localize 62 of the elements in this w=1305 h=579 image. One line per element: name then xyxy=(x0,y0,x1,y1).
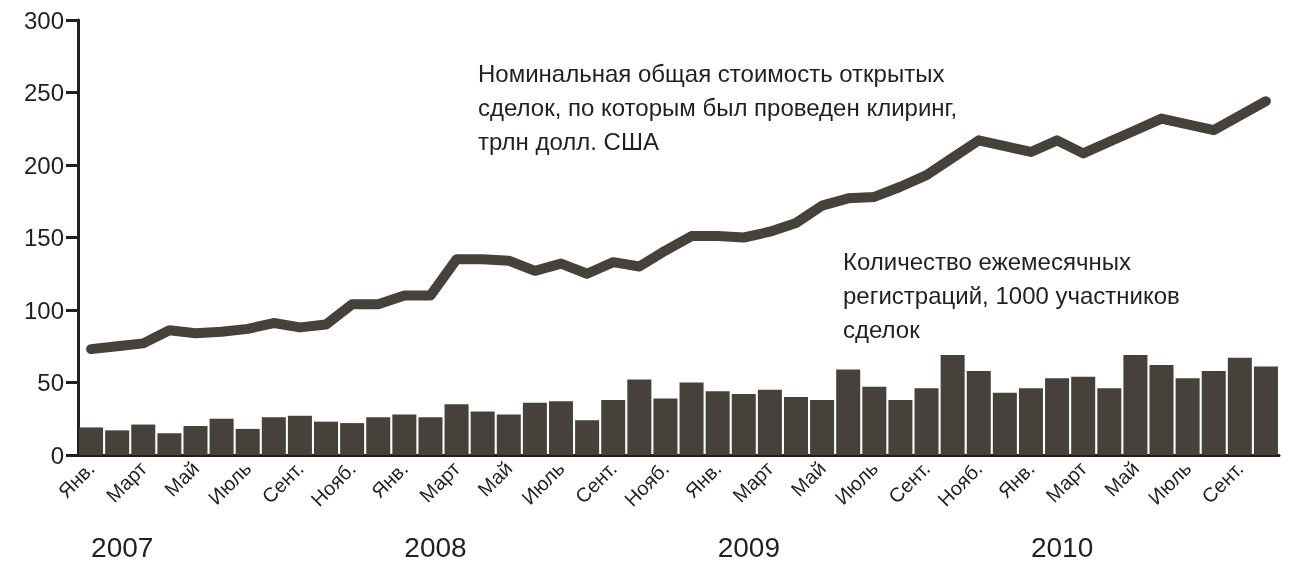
bar xyxy=(340,423,365,455)
bar xyxy=(1175,378,1200,455)
bar xyxy=(575,420,600,455)
bar xyxy=(601,399,626,455)
bar xyxy=(522,402,547,455)
bar xyxy=(470,411,495,455)
bar xyxy=(1227,357,1252,455)
bar xyxy=(314,421,339,455)
y-tick-label: 300 xyxy=(23,6,64,34)
bar xyxy=(1149,365,1174,455)
bar xyxy=(653,398,678,455)
bar xyxy=(209,418,234,455)
bar xyxy=(940,354,965,455)
bar xyxy=(1045,378,1070,455)
x-tick-label: Янв. xyxy=(367,457,413,503)
bar xyxy=(888,399,913,455)
bar xyxy=(836,369,861,455)
series-label: Номинальная общая стоимость открытых сделок, по которым был проведен клиринг, трлн долл. США xyxy=(478,59,958,155)
y-tick-label: 0 xyxy=(50,441,64,469)
bar xyxy=(1253,366,1278,455)
bar xyxy=(783,397,808,455)
bar xyxy=(679,382,704,455)
bar xyxy=(105,430,130,455)
bar xyxy=(1018,388,1043,455)
y-tick-label: 100 xyxy=(23,296,64,324)
bar xyxy=(79,427,104,455)
y-tick-label: 250 xyxy=(23,79,64,106)
bar xyxy=(1123,354,1148,455)
bar xyxy=(1097,388,1122,455)
text: 2010 xyxy=(1030,531,1094,563)
bar xyxy=(183,426,208,455)
bar xyxy=(914,388,939,455)
series-label: Количество ежемесячных регистраций, 1000 участников сделок xyxy=(843,247,1180,343)
bar xyxy=(131,424,156,455)
bar xyxy=(1071,376,1096,455)
bar xyxy=(757,389,782,455)
bar xyxy=(731,394,756,455)
bar xyxy=(235,428,260,455)
bar xyxy=(966,370,991,455)
text: 2008 xyxy=(404,531,467,563)
bar xyxy=(261,417,286,455)
bar xyxy=(287,415,312,455)
bar xyxy=(157,433,182,455)
bar xyxy=(862,386,887,455)
bar xyxy=(392,414,417,455)
bar xyxy=(705,391,730,455)
y-tick-label: 200 xyxy=(23,151,64,179)
text: 2009 xyxy=(717,531,780,563)
text: 2007 xyxy=(91,531,154,563)
bar xyxy=(418,417,443,455)
bar xyxy=(496,414,521,455)
bar xyxy=(549,401,574,455)
bar xyxy=(366,417,391,455)
bar xyxy=(444,404,469,455)
bar xyxy=(627,379,652,455)
bar xyxy=(1201,370,1226,455)
bar xyxy=(810,399,835,455)
y-tick-label: 50 xyxy=(37,369,64,396)
x-tick-label: Янв. xyxy=(680,457,726,503)
bar xyxy=(992,392,1017,455)
y-tick-label: 150 xyxy=(23,224,64,251)
x-tick-label: Янв. xyxy=(993,457,1039,503)
